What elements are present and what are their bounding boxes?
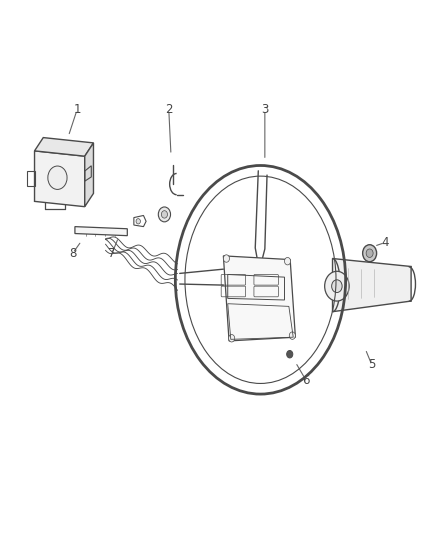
Text: 2: 2	[165, 103, 173, 116]
Text: 3: 3	[261, 103, 268, 116]
Polygon shape	[223, 256, 295, 341]
Circle shape	[325, 271, 349, 301]
Polygon shape	[332, 259, 411, 312]
Polygon shape	[35, 138, 93, 156]
Text: 4: 4	[381, 236, 389, 249]
Circle shape	[289, 332, 295, 340]
Circle shape	[229, 335, 235, 342]
Polygon shape	[85, 143, 93, 207]
Circle shape	[363, 245, 377, 262]
Circle shape	[158, 207, 170, 222]
Text: 6: 6	[303, 374, 310, 387]
Circle shape	[285, 257, 290, 265]
Circle shape	[366, 249, 373, 257]
Circle shape	[136, 219, 141, 224]
Text: 5: 5	[368, 358, 375, 372]
Circle shape	[48, 166, 67, 189]
Circle shape	[223, 255, 230, 262]
Polygon shape	[35, 151, 85, 207]
Text: 7: 7	[108, 247, 116, 260]
Polygon shape	[75, 227, 127, 236]
Circle shape	[161, 211, 167, 218]
Circle shape	[332, 280, 342, 293]
Text: 1: 1	[73, 103, 81, 116]
Circle shape	[287, 351, 293, 358]
Text: 8: 8	[69, 247, 76, 260]
